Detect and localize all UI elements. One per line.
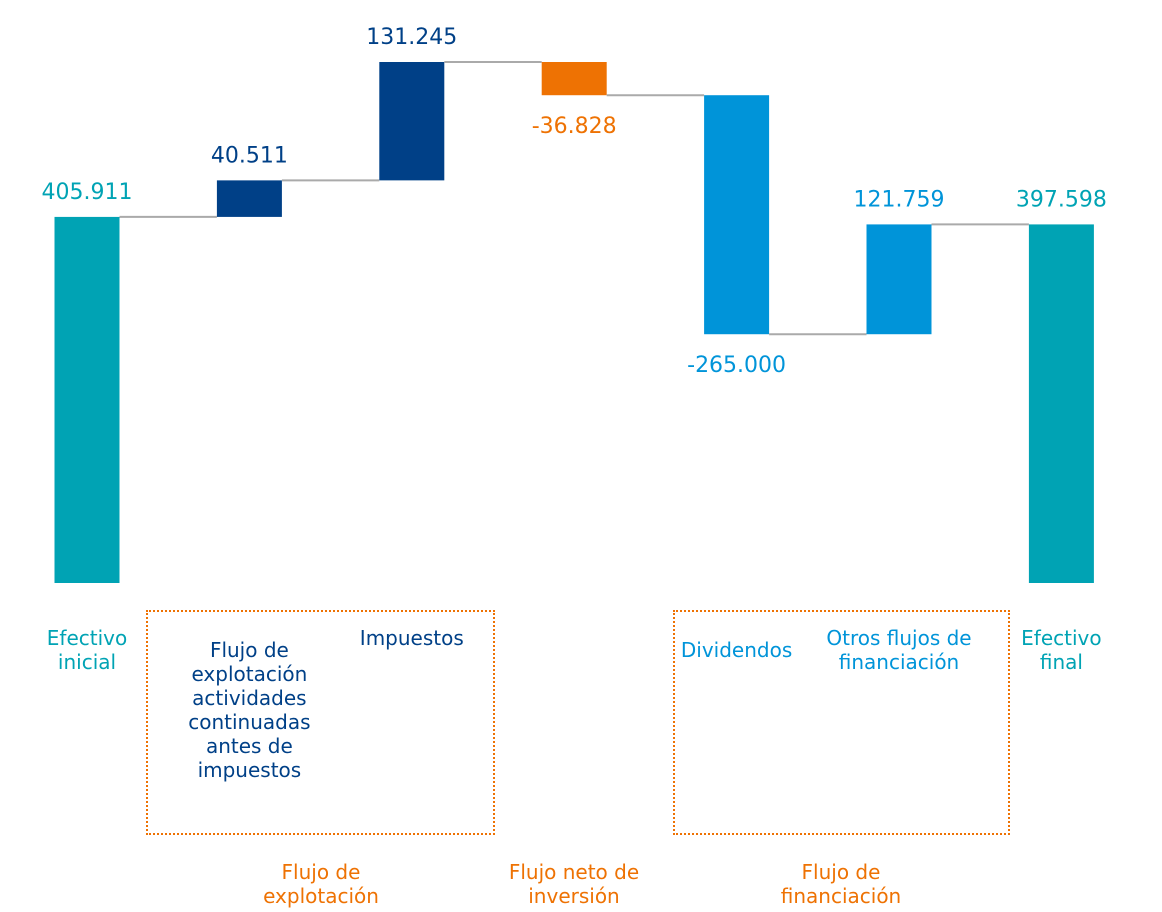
group-label: Flujo de explotación (263, 860, 379, 908)
bar (379, 62, 445, 181)
bar (1028, 224, 1094, 583)
group-label: Flujo neto de inversión (508, 860, 640, 908)
group-box (673, 610, 1010, 835)
value-label: -265.000 (687, 353, 786, 378)
value-label: -36.828 (532, 114, 617, 139)
bar (54, 216, 120, 584)
value-label: 121.759 (854, 187, 945, 212)
category-label: Flujo de explotación actividades continu… (188, 638, 311, 782)
category-label: Efectivo final (1021, 626, 1102, 674)
bar (541, 62, 607, 96)
value-label: 40.511 (211, 143, 288, 168)
value-label: 131.245 (366, 25, 457, 50)
bar (216, 180, 282, 217)
value-label: 405.911 (42, 180, 133, 205)
category-label: Dividendos (680, 638, 793, 662)
category-label: Efectivo inicial (46, 626, 128, 674)
value-label: 397.598 (1016, 187, 1107, 212)
group-label: Flujo de financiación (780, 860, 902, 908)
group-box (146, 610, 495, 835)
bar (866, 224, 932, 335)
category-label: Impuestos (359, 626, 464, 650)
bar (704, 95, 770, 335)
category-label: Otros flujos de financiación (826, 626, 972, 674)
